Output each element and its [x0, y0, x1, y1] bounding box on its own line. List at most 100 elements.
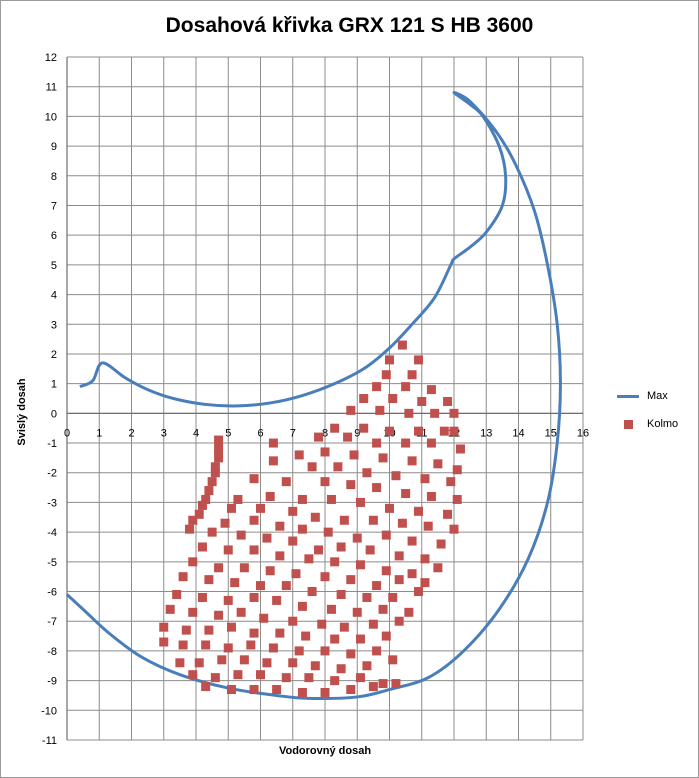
data-point-kolmo: [304, 554, 314, 564]
data-point-kolmo: [336, 589, 346, 599]
y-tick-label: -10: [41, 705, 57, 717]
x-tick-label: 13: [480, 427, 492, 439]
data-point-kolmo: [320, 477, 330, 487]
data-point-kolmo: [304, 673, 314, 683]
data-point-kolmo: [362, 468, 372, 478]
data-point-kolmo: [178, 572, 188, 582]
x-tick-label: 4: [193, 427, 199, 439]
data-point-kolmo: [378, 679, 388, 689]
data-point-kolmo: [314, 545, 324, 555]
data-point-kolmo: [297, 494, 307, 504]
data-point-kolmo: [268, 643, 278, 653]
data-point-kolmo: [204, 575, 214, 585]
x-axis-label: Vodorovný dosah: [278, 745, 372, 757]
data-point-kolmo: [188, 557, 198, 567]
data-point-kolmo: [310, 661, 320, 671]
data-point-kolmo: [330, 423, 340, 433]
data-point-kolmo: [214, 610, 224, 620]
y-tick-label: -6: [47, 587, 57, 599]
data-point-kolmo: [226, 685, 236, 695]
data-point-kolmo: [204, 486, 214, 496]
data-point-kolmo: [233, 494, 243, 504]
data-point-kolmo: [210, 462, 220, 472]
data-point-kolmo: [259, 613, 269, 623]
y-tick-label: 0: [51, 408, 57, 420]
data-point-kolmo: [449, 524, 459, 534]
data-point-kolmo: [407, 536, 417, 546]
data-point-kolmo: [239, 563, 249, 573]
data-point-kolmo: [346, 480, 356, 490]
data-point-kolmo: [397, 518, 407, 528]
data-point-kolmo: [249, 592, 259, 602]
data-point-kolmo: [288, 506, 298, 516]
data-point-kolmo: [262, 533, 272, 543]
data-point-kolmo: [185, 524, 195, 534]
y-tick-label: 1: [51, 379, 57, 391]
data-point-kolmo: [197, 500, 207, 510]
data-point-kolmo: [214, 444, 224, 454]
data-point-kolmo: [297, 687, 307, 697]
legend-item-kolmo: Kolmo: [617, 414, 678, 434]
y-tick-label: 7: [51, 200, 57, 212]
data-point-kolmo: [359, 394, 369, 403]
data-point-kolmo: [288, 536, 298, 546]
data-point-kolmo: [452, 465, 462, 475]
data-point-kolmo: [375, 405, 385, 415]
y-tick-label: 2: [51, 349, 57, 361]
data-point-kolmo: [394, 575, 404, 585]
grid: [66, 56, 584, 741]
data-point-kolmo: [339, 622, 349, 632]
x-tick-label: 7: [290, 427, 296, 439]
data-point-kolmo: [188, 670, 198, 680]
data-point-kolmo: [307, 587, 317, 597]
data-point-kolmo: [417, 396, 427, 406]
data-point-kolmo: [330, 676, 340, 686]
data-point-kolmo: [201, 640, 211, 650]
data-point-kolmo: [381, 370, 391, 380]
data-point-kolmo: [420, 474, 430, 484]
data-point-kolmo: [449, 408, 459, 418]
data-point-kolmo: [420, 578, 430, 588]
data-point-kolmo: [294, 646, 304, 656]
data-point-kolmo: [372, 483, 382, 493]
data-point-kolmo: [336, 664, 346, 674]
data-point-kolmo: [391, 471, 401, 481]
y-tick-label: -5: [47, 557, 57, 569]
data-point-kolmo: [288, 616, 298, 626]
data-point-kolmo: [346, 685, 356, 695]
data-point-kolmo: [288, 658, 298, 668]
data-point-kolmo: [414, 355, 424, 365]
data-point-kolmo: [401, 382, 411, 392]
data-point-kolmo: [372, 581, 382, 591]
data-point-kolmo: [378, 604, 388, 614]
data-point-kolmo: [307, 462, 317, 472]
data-point-kolmo: [407, 456, 417, 466]
data-point-kolmo: [414, 426, 424, 436]
data-point-kolmo: [275, 521, 285, 531]
data-point-kolmo: [214, 435, 224, 445]
data-point-kolmo: [330, 557, 340, 567]
chart-title: Dosahová křivka GRX 121 S HB 3600: [165, 14, 534, 37]
y-tick-label: 10: [45, 111, 57, 123]
x-tick-label: 6: [257, 427, 263, 439]
data-point-kolmo: [249, 628, 259, 638]
data-point-kolmo: [346, 575, 356, 585]
data-point-kolmo: [294, 450, 304, 460]
data-point-kolmo: [381, 530, 391, 540]
data-point-kolmo: [178, 640, 188, 650]
data-point-kolmo: [330, 634, 340, 644]
data-point-kolmo: [207, 527, 217, 537]
data-point-kolmo: [355, 497, 365, 507]
y-tick-label: -8: [47, 646, 57, 658]
data-point-kolmo: [333, 462, 343, 472]
data-point-kolmo: [297, 601, 307, 611]
data-point-kolmo: [217, 655, 227, 665]
data-point-kolmo: [401, 438, 411, 448]
data-point-kolmo: [159, 622, 169, 632]
x-tick-label: 0: [64, 427, 70, 439]
data-point-kolmo: [388, 592, 398, 602]
data-point-kolmo: [433, 459, 443, 469]
data-point-kolmo: [197, 542, 207, 552]
data-point-kolmo: [414, 587, 424, 597]
